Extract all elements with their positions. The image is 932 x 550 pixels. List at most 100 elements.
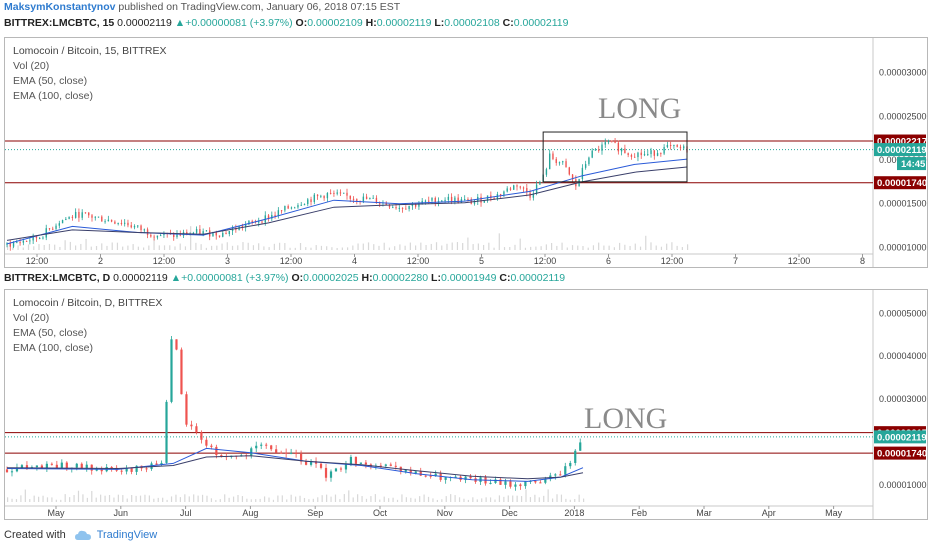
candle-body [404,469,407,472]
candle-body [304,461,308,465]
bottom-chart-panel[interactable]: 0.00005000 0.00004000 0.00003000 0.00001000… [4,289,928,520]
candle-body [90,464,93,471]
volume-bar [392,497,394,502]
volume-bar [317,497,319,502]
candle-body [539,181,541,185]
current-price-tag: 0.00002119 [877,432,927,443]
top-chart-panel[interactable]: 0.000030000.000025000.000020000.00001500… [4,37,928,268]
candle-body [170,339,173,402]
candle-body [457,197,459,203]
bottom-symbol: BITTREX:LMCBTC, D [4,272,111,284]
candle-body [32,235,34,241]
volume-bar [64,240,66,250]
volume-bar [174,246,176,250]
volume-bar [273,243,275,250]
bottom-low-label: L: [431,272,441,284]
volume-bar [676,245,678,250]
volume-bar [560,494,563,502]
bottom-open: 0.00002025 [303,272,359,284]
volume-bar [404,245,406,250]
volume-bar [73,495,75,502]
volume-bar [113,497,115,502]
author-link[interactable]: MaksymKonstantynov [4,1,116,13]
tradingview-cloud-icon [74,530,91,540]
candle-body [356,199,358,201]
volume-bar [379,499,381,502]
top-chart[interactable]: 0.000030000.000025000.000020000.00001500… [5,38,927,267]
candle-body [12,242,15,247]
footer-brand-link[interactable]: TradingView [96,529,158,541]
volume-bar [603,245,605,250]
volume-bar [272,499,275,502]
candle-body [352,198,355,200]
candle-body [270,445,273,450]
candle-body [38,238,41,240]
candle-body [663,147,665,154]
volume-bar [339,499,341,502]
candle-body [25,465,29,469]
candle-body [650,150,652,155]
x-tick-label: 12:00 [661,256,684,266]
volume-bar [498,495,501,502]
candle-body [463,199,466,201]
candle-body [431,197,433,201]
candle-body [565,161,567,168]
bottom-last-price: 0.00002119 [113,272,168,284]
x-tick-label: Nov [437,508,454,518]
x-tick-label: 6 [606,256,611,266]
candle-body [277,210,280,216]
volume-bar [294,247,296,250]
volume-bar [512,495,514,502]
volume-bar [211,245,213,250]
candle-body [336,192,338,194]
candle-body [526,188,528,193]
candle-body [19,242,21,244]
volume-bar [29,499,31,502]
candle-body [522,187,525,189]
volume-bar [242,242,244,250]
candle-body [611,140,613,142]
candle-body [313,194,316,203]
top-close-label: C: [502,17,514,29]
candle-body [320,195,322,197]
volume-bar [111,242,113,250]
top-legend-title: Lomocoin / Bitcoin, 15, BITTREX [13,45,167,57]
volume-bar [374,494,376,502]
candle-body [58,223,61,226]
volume-bar [520,496,523,502]
candle-body [401,207,404,209]
volume-bar [462,243,464,250]
volume-bar [556,245,558,250]
candle-body [369,198,371,200]
candle-body [509,188,512,190]
volume-bar [634,243,636,250]
volume-bar [17,245,19,250]
candle-body [419,471,422,476]
volume-bar [153,498,155,502]
volume-bar [503,247,506,250]
candle-body [679,146,682,149]
volume-bar [577,245,579,250]
candle-body [656,153,659,156]
volume-bar [425,245,427,250]
candle-body [295,452,298,455]
y-tick-label: 0.00001500 [879,199,927,209]
candle-body [504,481,507,485]
x-tick-label: Sep [307,508,323,518]
bottom-chart[interactable]: 0.00005000 0.00004000 0.00003000 0.00001000… [5,290,927,519]
candle-body [454,476,457,478]
volume-bar [132,244,134,250]
candle-body [71,216,74,218]
x-tick-label: 12:00 [534,256,557,266]
volume-bar [485,497,487,502]
volume-bar [540,246,542,250]
support-price-tag-bg [874,176,926,190]
volume-bar [27,244,30,250]
candle-body [581,167,584,180]
candle-body [598,149,600,151]
candle-body [375,197,378,204]
y-tick-label: 0.00003000 [879,68,927,78]
candle-body [364,462,367,465]
candle-body [588,157,590,165]
candle-body [444,199,446,201]
